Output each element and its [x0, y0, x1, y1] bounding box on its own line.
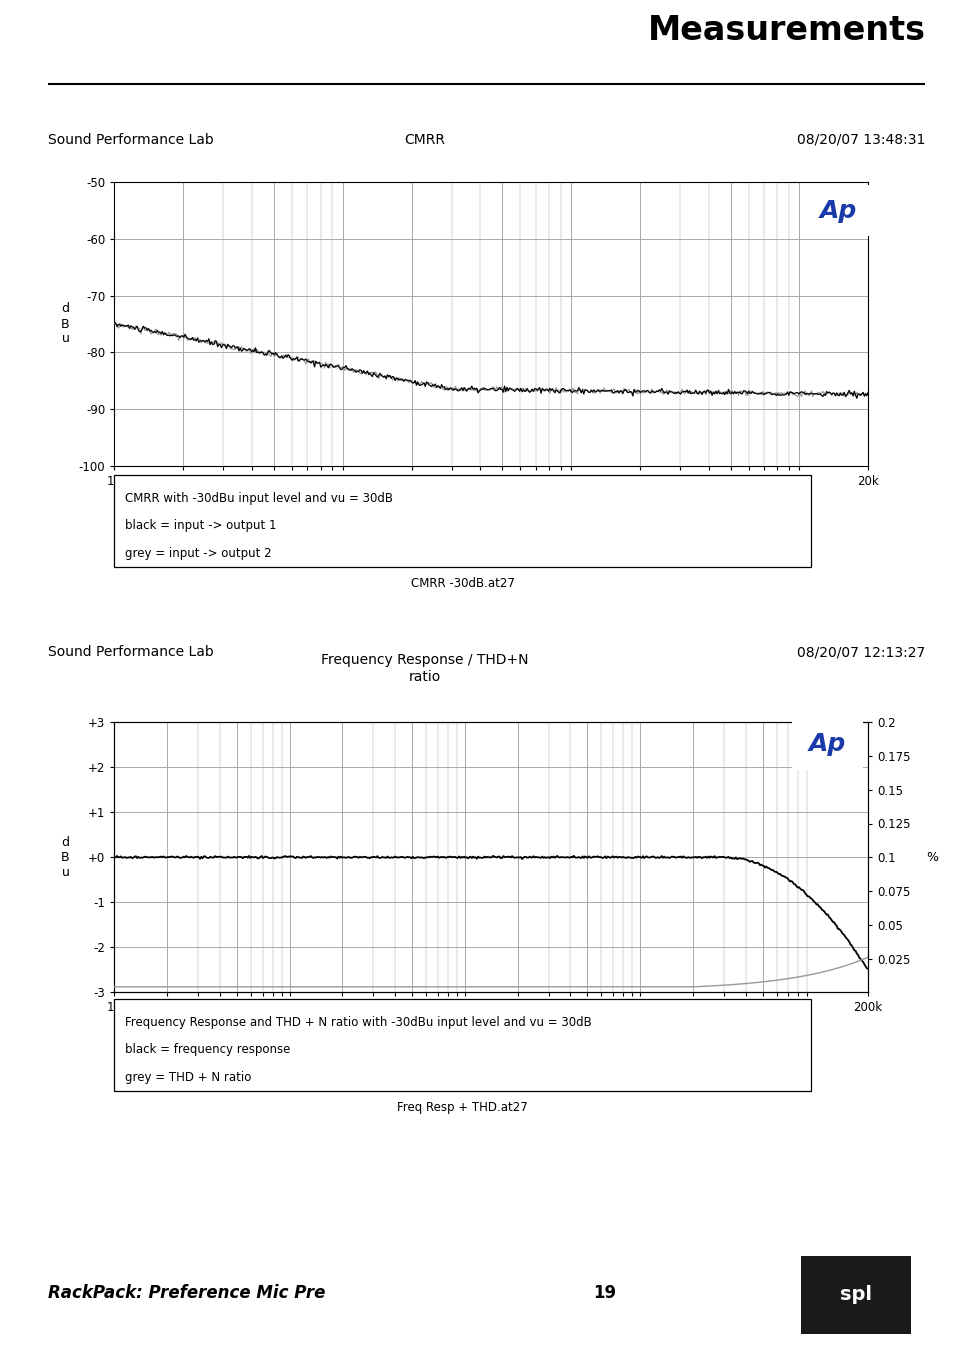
- FancyBboxPatch shape: [791, 718, 862, 770]
- Text: Ap: Ap: [819, 198, 857, 223]
- FancyBboxPatch shape: [801, 1256, 910, 1334]
- Text: CMRR with -30dBu input level and vu = 30dB: CMRR with -30dBu input level and vu = 30…: [125, 491, 393, 505]
- Text: black = input -> output 1: black = input -> output 1: [125, 520, 276, 532]
- Text: grey = THD + N ratio: grey = THD + N ratio: [125, 1071, 251, 1084]
- Text: 08/20/07 12:13:27: 08/20/07 12:13:27: [797, 645, 924, 659]
- Text: grey = input -> output 2: grey = input -> output 2: [125, 547, 272, 560]
- Text: RackPack: Preference Mic Pre: RackPack: Preference Mic Pre: [48, 1284, 325, 1301]
- Text: Sound Performance Lab: Sound Performance Lab: [48, 132, 213, 147]
- FancyBboxPatch shape: [114, 999, 810, 1091]
- Text: black = frequency response: black = frequency response: [125, 1044, 290, 1056]
- Text: Sound Performance Lab: Sound Performance Lab: [48, 645, 213, 659]
- Text: Ap: Ap: [808, 732, 845, 756]
- Text: CMRR: CMRR: [404, 132, 445, 147]
- Text: Frequency Response / THD+N
ratio: Frequency Response / THD+N ratio: [321, 652, 528, 684]
- Text: d
B
u: d B u: [61, 836, 70, 879]
- Text: 08/20/07 13:48:31: 08/20/07 13:48:31: [796, 132, 924, 147]
- Text: 19: 19: [593, 1284, 616, 1301]
- Text: d
B
u: d B u: [61, 302, 70, 346]
- X-axis label: Hz: Hz: [483, 1018, 498, 1031]
- FancyBboxPatch shape: [805, 185, 870, 236]
- Text: Measurements: Measurements: [647, 14, 924, 47]
- Text: %: %: [925, 850, 937, 864]
- Text: Frequency Response and THD + N ratio with -30dBu input level and vu = 30dB: Frequency Response and THD + N ratio wit…: [125, 1015, 591, 1029]
- Text: spl: spl: [840, 1285, 871, 1304]
- FancyBboxPatch shape: [114, 475, 810, 567]
- X-axis label: Hz: Hz: [483, 491, 498, 505]
- Text: CMRR -30dB.at27: CMRR -30dB.at27: [411, 576, 514, 590]
- Text: Freq Resp + THD.at27: Freq Resp + THD.at27: [396, 1100, 528, 1114]
